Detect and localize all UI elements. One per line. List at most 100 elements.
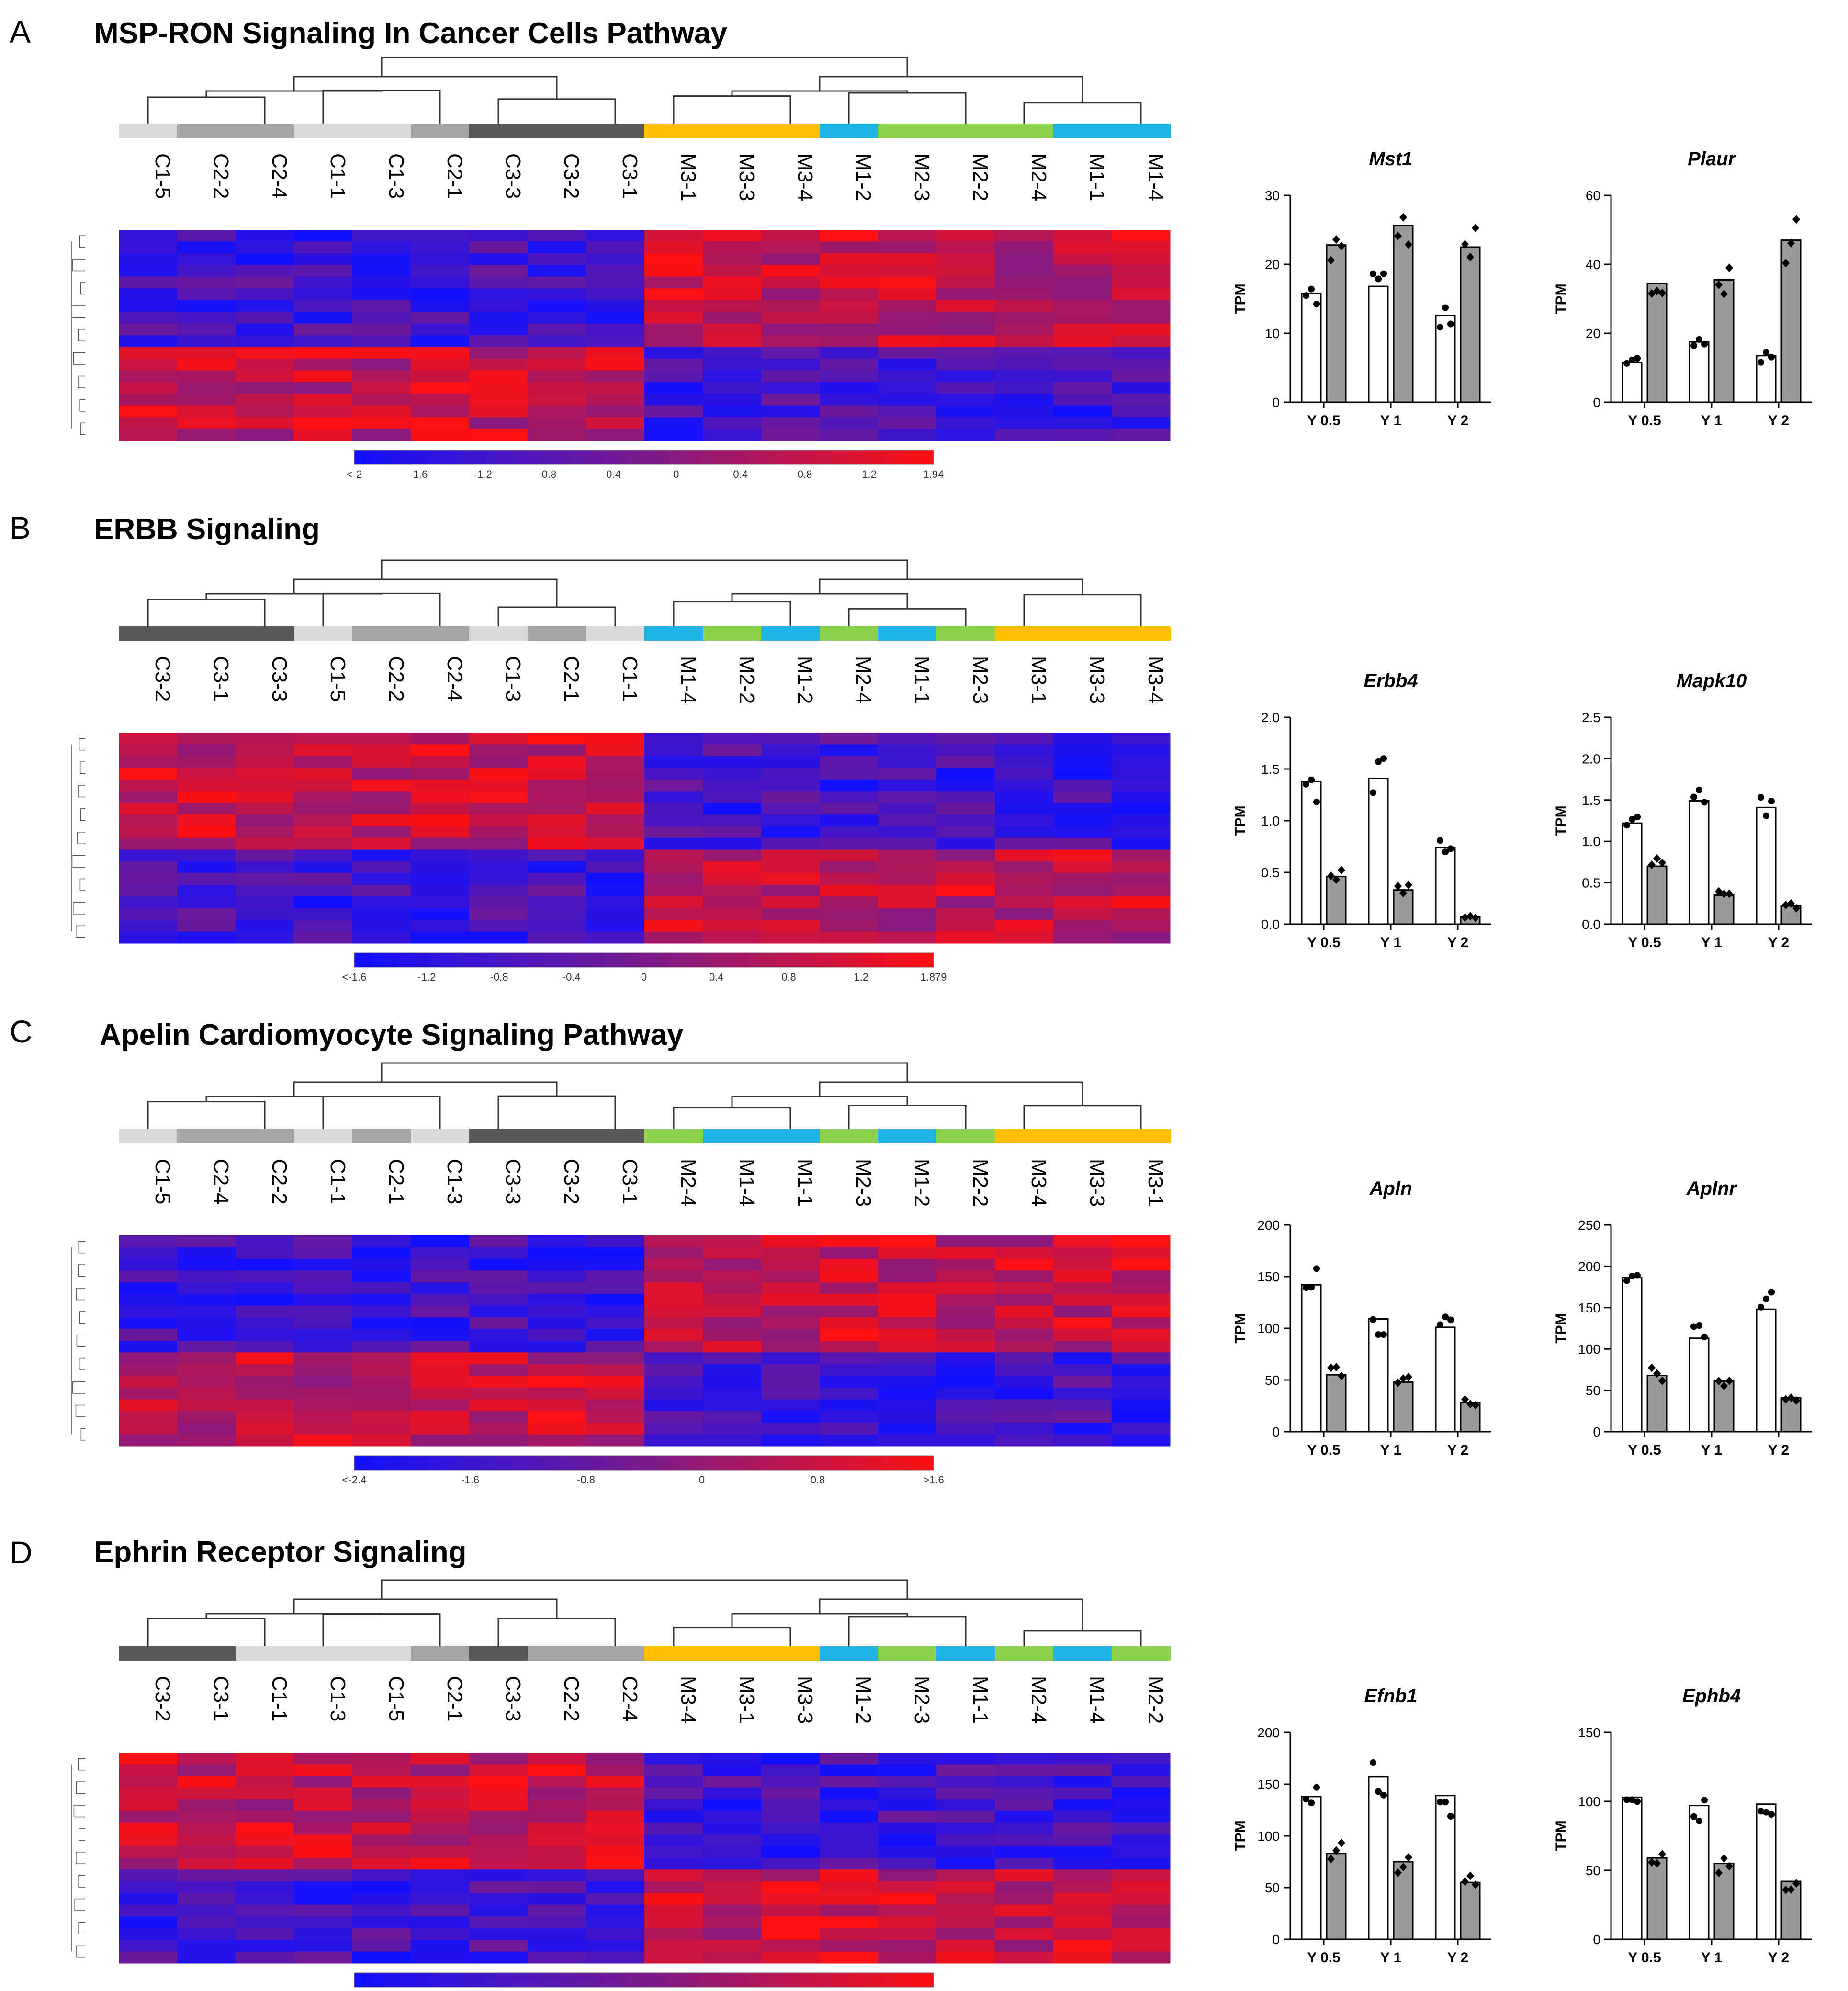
group-swatch — [352, 124, 411, 138]
heatmap-cell — [352, 241, 411, 254]
heatmap-cell — [1053, 1881, 1112, 1893]
heatmap-cell — [995, 756, 1054, 768]
heatmap-cell — [411, 908, 470, 920]
data-point — [1629, 1273, 1635, 1280]
heatmap-cell — [586, 873, 645, 885]
heatmap-cell — [995, 358, 1054, 371]
heatmap-cell — [936, 1247, 995, 1259]
heatmap-cell — [878, 896, 937, 909]
heatmap-cell — [294, 335, 353, 347]
dendrogram-branch — [819, 578, 1083, 595]
heatmap-cell — [586, 803, 645, 815]
heatmap-cell — [936, 1305, 995, 1318]
data-point — [1375, 275, 1382, 283]
heatmap-cell — [878, 288, 937, 301]
heatmap-cell — [820, 347, 879, 359]
heatmap-cell — [586, 1317, 645, 1330]
group-swatch — [119, 626, 178, 641]
heatmap-cell — [761, 429, 820, 441]
heatmap-cell — [761, 908, 820, 920]
heatmap-cell — [528, 1834, 586, 1847]
heatmap-cell — [469, 1822, 528, 1835]
data-point — [1787, 1885, 1795, 1894]
heatmap-cell — [703, 861, 762, 873]
heatmap-cell — [995, 288, 1054, 301]
heatmap-cell — [411, 429, 470, 441]
heatmap-cell — [469, 791, 528, 803]
heatmap-cell — [878, 1352, 937, 1365]
heatmap-cell — [936, 931, 995, 944]
heatmap-cell — [528, 791, 586, 803]
group-swatch — [995, 1129, 1054, 1143]
heatmap-cell — [469, 1869, 528, 1882]
heatmap-cell — [236, 931, 294, 944]
group-swatch — [878, 626, 937, 641]
heatmap-cell — [995, 429, 1054, 441]
sample-label: C3-2 — [560, 1159, 583, 1204]
heatmap-cell — [878, 931, 937, 944]
row-dendrogram — [71, 1758, 85, 1958]
heatmap-cell — [236, 814, 294, 827]
heatmap-cell — [294, 1799, 353, 1811]
heatmap-cell — [1053, 1258, 1112, 1271]
group-swatch — [936, 1646, 995, 1661]
heatmap-cell — [177, 1399, 236, 1412]
heatmap-cell — [1053, 1858, 1112, 1870]
data-point — [1715, 1868, 1723, 1878]
sample-label: C3-1 — [618, 153, 642, 199]
heatmap-cell — [1053, 1753, 1112, 1765]
heatmap-cell — [761, 791, 820, 803]
heatmap-cell — [177, 1822, 236, 1835]
heatmap-cell — [995, 1294, 1054, 1306]
y-tick-label: 40 — [1586, 257, 1600, 272]
heatmap-cell — [294, 861, 353, 873]
heatmap-cell — [411, 241, 470, 254]
bar — [1689, 1337, 1710, 1433]
heatmap-cell — [1112, 335, 1171, 347]
group-swatch — [644, 626, 703, 641]
heatmap-cell — [761, 1787, 820, 1800]
sample-label: C3-2 — [151, 1676, 174, 1721]
heatmap-cell — [352, 1811, 411, 1823]
heatmap-cell — [995, 312, 1054, 324]
sample-label: M3-1 — [735, 1676, 758, 1724]
heatmap-cell — [411, 1893, 470, 1905]
heatmap-cell — [644, 405, 703, 418]
heatmap-cell — [236, 335, 294, 347]
heatmap-cell — [995, 1423, 1054, 1435]
sample-label: C1-5 — [326, 656, 349, 701]
heatmap-cell — [119, 288, 178, 301]
dendrogram-branch — [72, 1381, 85, 1394]
heatmap-cell — [177, 1341, 236, 1353]
data-point — [1758, 1303, 1764, 1311]
dendrogram-branch — [381, 559, 908, 579]
heatmap-cell — [1053, 1846, 1112, 1858]
group-swatch — [528, 1646, 586, 1661]
data-point — [1370, 789, 1376, 796]
column-dendrogram — [147, 559, 1142, 626]
heatmap-cell — [352, 382, 411, 394]
heatmap-cell — [878, 1376, 937, 1388]
heatmap-cell — [703, 323, 762, 336]
sample-label: M2-4 — [852, 656, 875, 704]
heatmap-cell — [586, 1834, 645, 1847]
heatmap-cell — [1053, 1799, 1112, 1811]
heatmap-cell — [119, 1787, 178, 1800]
sample-label: M1-4 — [1085, 1676, 1109, 1724]
column-dendrogram — [147, 1579, 1142, 1646]
group-swatch — [1112, 626, 1171, 641]
heatmap-cell — [352, 1869, 411, 1882]
heatmap-cell — [936, 873, 995, 885]
heatmap-cell — [469, 779, 528, 792]
heatmap-cell — [820, 849, 879, 862]
heatmap-cell — [644, 873, 703, 885]
heatmap-cell — [119, 1294, 178, 1306]
heatmap-cell — [761, 230, 820, 242]
heatmap-cell — [177, 768, 236, 780]
group-swatch — [294, 1646, 353, 1661]
heatmap-cell — [761, 1341, 820, 1353]
heatmap-cell — [1112, 1352, 1171, 1365]
heatmap-cell — [469, 1247, 528, 1259]
